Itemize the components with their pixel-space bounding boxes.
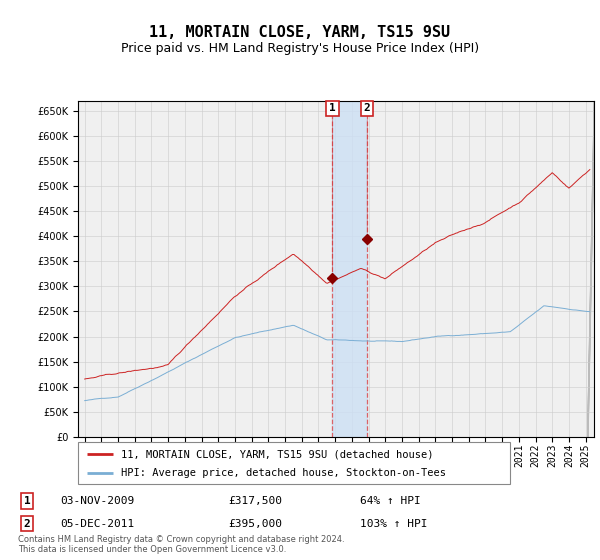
Text: Contains HM Land Registry data © Crown copyright and database right 2024.
This d: Contains HM Land Registry data © Crown c…: [18, 535, 344, 554]
Text: 103% ↑ HPI: 103% ↑ HPI: [360, 519, 427, 529]
Text: £395,000: £395,000: [228, 519, 282, 529]
Text: 1: 1: [23, 496, 31, 506]
Text: 64% ↑ HPI: 64% ↑ HPI: [360, 496, 421, 506]
Text: 03-NOV-2009: 03-NOV-2009: [60, 496, 134, 506]
Text: 2: 2: [23, 519, 31, 529]
Text: 05-DEC-2011: 05-DEC-2011: [60, 519, 134, 529]
Text: £317,500: £317,500: [228, 496, 282, 506]
Bar: [332, 101, 367, 437]
Text: Price paid vs. HM Land Registry's House Price Index (HPI): Price paid vs. HM Land Registry's House …: [121, 42, 479, 55]
FancyBboxPatch shape: [78, 442, 510, 484]
Text: 11, MORTAIN CLOSE, YARM, TS15 9SU: 11, MORTAIN CLOSE, YARM, TS15 9SU: [149, 25, 451, 40]
Text: 1: 1: [329, 104, 336, 113]
Text: HPI: Average price, detached house, Stockton-on-Tees: HPI: Average price, detached house, Stoc…: [121, 469, 446, 478]
Text: 2: 2: [364, 104, 371, 113]
Text: 11, MORTAIN CLOSE, YARM, TS15 9SU (detached house): 11, MORTAIN CLOSE, YARM, TS15 9SU (detac…: [121, 449, 434, 459]
